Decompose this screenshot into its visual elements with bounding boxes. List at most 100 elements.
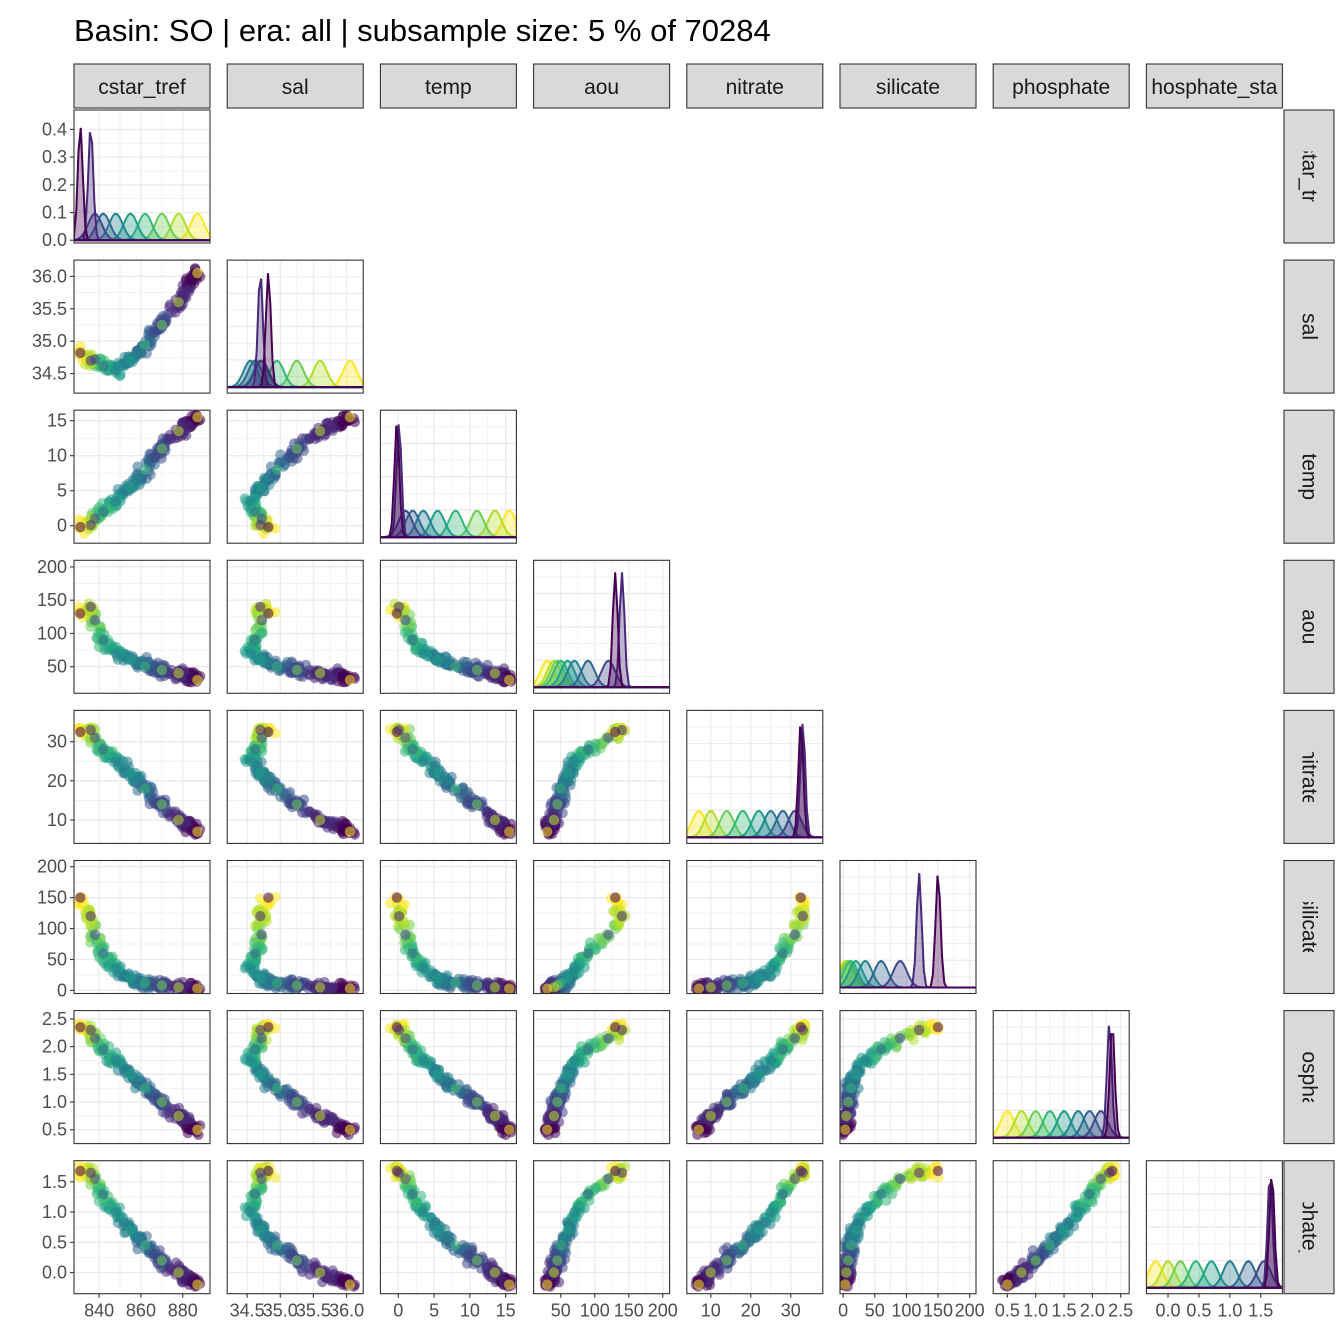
scatter-point: [255, 482, 266, 493]
scatter-point: [450, 1083, 461, 1094]
density-curve-group-9: [74, 127, 210, 242]
scatter-point: [552, 799, 563, 810]
scatter-point: [255, 972, 266, 984]
scatter-point: [156, 799, 168, 810]
scatter-point: [603, 732, 614, 743]
scatter-point: [263, 608, 274, 619]
scatter-point: [139, 661, 151, 672]
scatter-point: [255, 767, 266, 779]
scatter-point: [616, 1024, 628, 1036]
scatter-point: [705, 1110, 716, 1122]
column-strip-cstar_tref: cstar_tref: [73, 63, 211, 109]
panel-border: [73, 409, 211, 544]
row-strip-temp: temp: [1283, 409, 1335, 544]
panel-border: [73, 259, 211, 394]
scatter-point: [603, 1033, 614, 1044]
scatter-point: [125, 355, 136, 366]
scatter-point: [407, 634, 418, 646]
column-strip-label: silicate: [876, 76, 940, 99]
scatter-point: [693, 983, 704, 994]
row-strip-silicate: silicate: [1283, 859, 1335, 995]
panel-border: [379, 1010, 517, 1145]
scatter-point: [443, 1072, 454, 1083]
scatter-point: [263, 1021, 274, 1033]
panel-silicate-vs-nitrate: [686, 859, 824, 995]
scatter-point: [156, 1255, 168, 1266]
panel-border: [686, 709, 824, 844]
column-strip-temp: temp: [379, 63, 517, 109]
scatter-point: [249, 634, 261, 646]
panel-border: [533, 559, 671, 694]
scatter-point: [797, 911, 808, 922]
scatter-point: [139, 1083, 151, 1094]
strip-background: [533, 63, 671, 109]
scatter-point: [432, 1069, 443, 1080]
column-strip-label: cstar_tref: [98, 76, 186, 99]
scatter-point: [569, 756, 580, 767]
row-strip-aou: aou: [1283, 559, 1335, 694]
scatter-point: [450, 783, 461, 794]
scatter-point: [489, 1110, 501, 1122]
scatter-point: [148, 452, 160, 463]
scatter-point: [271, 1083, 283, 1094]
scatter-point: [407, 1044, 418, 1055]
scatter-point: [173, 982, 184, 993]
scatter-point: [304, 980, 315, 991]
scatter-point: [442, 658, 453, 669]
panel-grid: [73, 109, 1283, 1295]
scatter-point: [98, 506, 109, 517]
scatter-point: [489, 982, 501, 993]
scatter-point: [110, 1206, 122, 1218]
scatter-point: [504, 674, 515, 686]
scatter-point: [173, 1110, 184, 1122]
scatter-point: [344, 674, 356, 686]
panel-temp-vs-sal: [226, 409, 364, 544]
panel-silicate-vs-sal: [226, 859, 364, 995]
panel-border: [533, 709, 671, 844]
scatter-point: [98, 1044, 109, 1055]
scatter-point: [610, 892, 621, 903]
scatter-point: [328, 1269, 339, 1281]
scatter-point: [254, 893, 266, 904]
panel-silicate-vs-cstar_tref: [73, 859, 211, 995]
scatter-point: [249, 1188, 261, 1200]
panel-nitrate-vs-nitrate: [686, 709, 824, 844]
scatter-point: [489, 814, 501, 826]
column-strip-label: aou: [584, 76, 619, 99]
strip-background: [686, 63, 824, 109]
scatter-point: [192, 826, 203, 837]
scatter-point: [336, 977, 348, 989]
scatter-point: [125, 1069, 136, 1080]
scatter-point: [582, 948, 594, 959]
scatter-point: [89, 354, 101, 365]
scatter-point: [255, 1069, 266, 1080]
panel-phosphate-vs-aou: [533, 1010, 671, 1145]
scatter-point: [245, 1055, 256, 1066]
panel-phosphate-vs-phosphate: [992, 1010, 1130, 1145]
scatter-point: [130, 472, 141, 484]
scatter-point: [282, 656, 293, 668]
row-strip-label: sal: [1298, 313, 1321, 340]
column-strip-label: hosphate_sta: [1151, 76, 1277, 99]
panel-aou-vs-sal: [226, 559, 364, 694]
row-strip-label: cstar_tref: [1298, 133, 1321, 221]
strip-background: [73, 63, 211, 109]
scatter-point: [255, 724, 266, 736]
scatter-point: [89, 1173, 101, 1185]
scatter-point: [184, 283, 195, 295]
panel-nitrate-vs-aou: [533, 709, 671, 844]
scatter-point: [913, 1024, 925, 1036]
scatter-point: [291, 664, 303, 676]
scatter-point: [344, 1124, 356, 1135]
scatter-point: [442, 970, 453, 981]
column-strip-label: sal: [282, 76, 309, 99]
panel-border: [379, 559, 517, 694]
strip-background: [226, 63, 364, 109]
scatter-point: [271, 977, 283, 989]
scatter-point: [75, 347, 86, 359]
scatter-point: [450, 977, 461, 989]
column-strip-sal: sal: [226, 63, 364, 109]
column-strips: cstar_tref sal temp aou nitrate silicate phosp…: [73, 63, 1283, 109]
scatter-point: [461, 656, 472, 668]
scatter-point: [328, 1113, 339, 1125]
